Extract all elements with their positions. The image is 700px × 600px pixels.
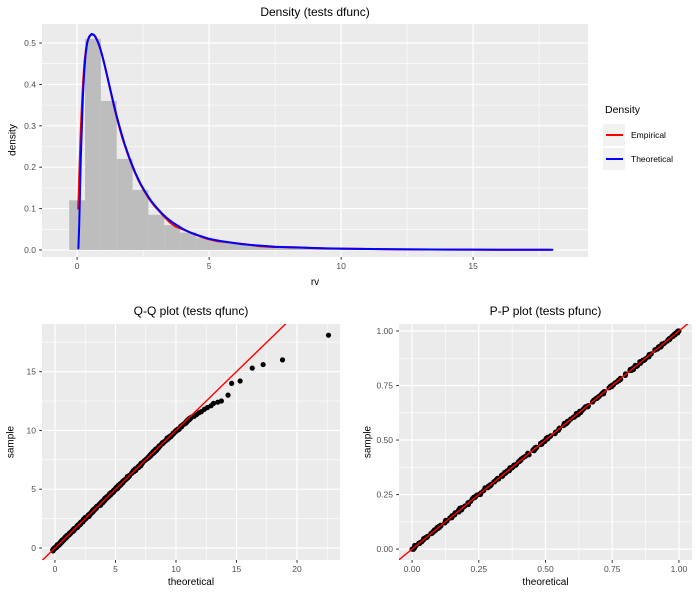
chart-group-2: 0.00 0.25 0.50 0.75 1.00 0.00 0.25 0.50 0.75 1.00	[376, 324, 692, 574]
svg-text:0.25: 0.25	[376, 490, 393, 500]
qq-y-axis-label: sample	[5, 425, 17, 459]
density-x-axis-label: rv	[310, 277, 320, 288]
svg-text:15: 15	[468, 261, 478, 271]
svg-text:1.00: 1.00	[376, 326, 393, 336]
density-legend: Density Empirical Theoretical	[603, 104, 673, 172]
legend-key-box	[603, 148, 625, 170]
legend-key-box	[603, 124, 625, 146]
svg-text:15: 15	[232, 564, 242, 574]
svg-text:0.0: 0.0	[24, 245, 36, 255]
pp-plot-title: P-P plot (tests pfunc)	[489, 304, 602, 318]
svg-text:0.5: 0.5	[24, 38, 36, 48]
svg-text:0.00: 0.00	[404, 564, 421, 574]
density-plot-title: Density (tests dfunc)	[260, 5, 370, 19]
empirical-line-icon	[605, 133, 623, 137]
svg-text:10: 10	[336, 261, 346, 271]
svg-text:0: 0	[31, 543, 36, 553]
svg-text:1.00: 1.00	[671, 564, 688, 574]
svg-text:15: 15	[27, 367, 37, 377]
svg-text:0.3: 0.3	[24, 121, 36, 131]
svg-text:0.1: 0.1	[24, 204, 36, 214]
svg-text:0: 0	[75, 261, 80, 271]
svg-text:0.75: 0.75	[376, 381, 393, 391]
svg-text:20: 20	[292, 564, 302, 574]
theoretical-line-icon	[605, 157, 623, 161]
legend-item-label: Theoretical	[631, 154, 674, 164]
legend-item-theoretical: Theoretical	[603, 148, 673, 170]
svg-text:5: 5	[113, 564, 118, 574]
density-y-axis-label: density	[7, 124, 19, 156]
svg-text:10: 10	[171, 564, 181, 574]
chart-group-1: 0 5 10 15 20 0 5 10 15	[27, 324, 340, 574]
svg-text:0.4: 0.4	[24, 79, 36, 89]
svg-text:0.25: 0.25	[471, 564, 488, 574]
legend-item-label: Empirical	[631, 130, 666, 140]
svg-text:5: 5	[31, 484, 36, 494]
legend-item-empirical: Empirical	[603, 124, 673, 146]
qq-plot-title: Q-Q plot (tests qfunc)	[133, 304, 249, 318]
svg-text:10: 10	[27, 425, 37, 435]
svg-text:0: 0	[53, 564, 58, 574]
svg-text:0.2: 0.2	[24, 162, 36, 172]
svg-text:0.50: 0.50	[376, 435, 393, 445]
legend-title: Density	[605, 104, 641, 116]
chart-group-0: 0 5 10 15 0.0 0.1 0.2 0.3 0.4 0.5	[24, 24, 588, 271]
pp-y-axis-label: sample	[362, 425, 374, 459]
svg-text:5: 5	[207, 261, 212, 271]
svg-text:0.00: 0.00	[376, 544, 393, 554]
qq-x-axis-label: theoretical	[167, 577, 215, 588]
svg-text:0.50: 0.50	[537, 564, 554, 574]
svg-text:0.75: 0.75	[604, 564, 621, 574]
pp-x-axis-label: theoretical	[522, 577, 569, 588]
